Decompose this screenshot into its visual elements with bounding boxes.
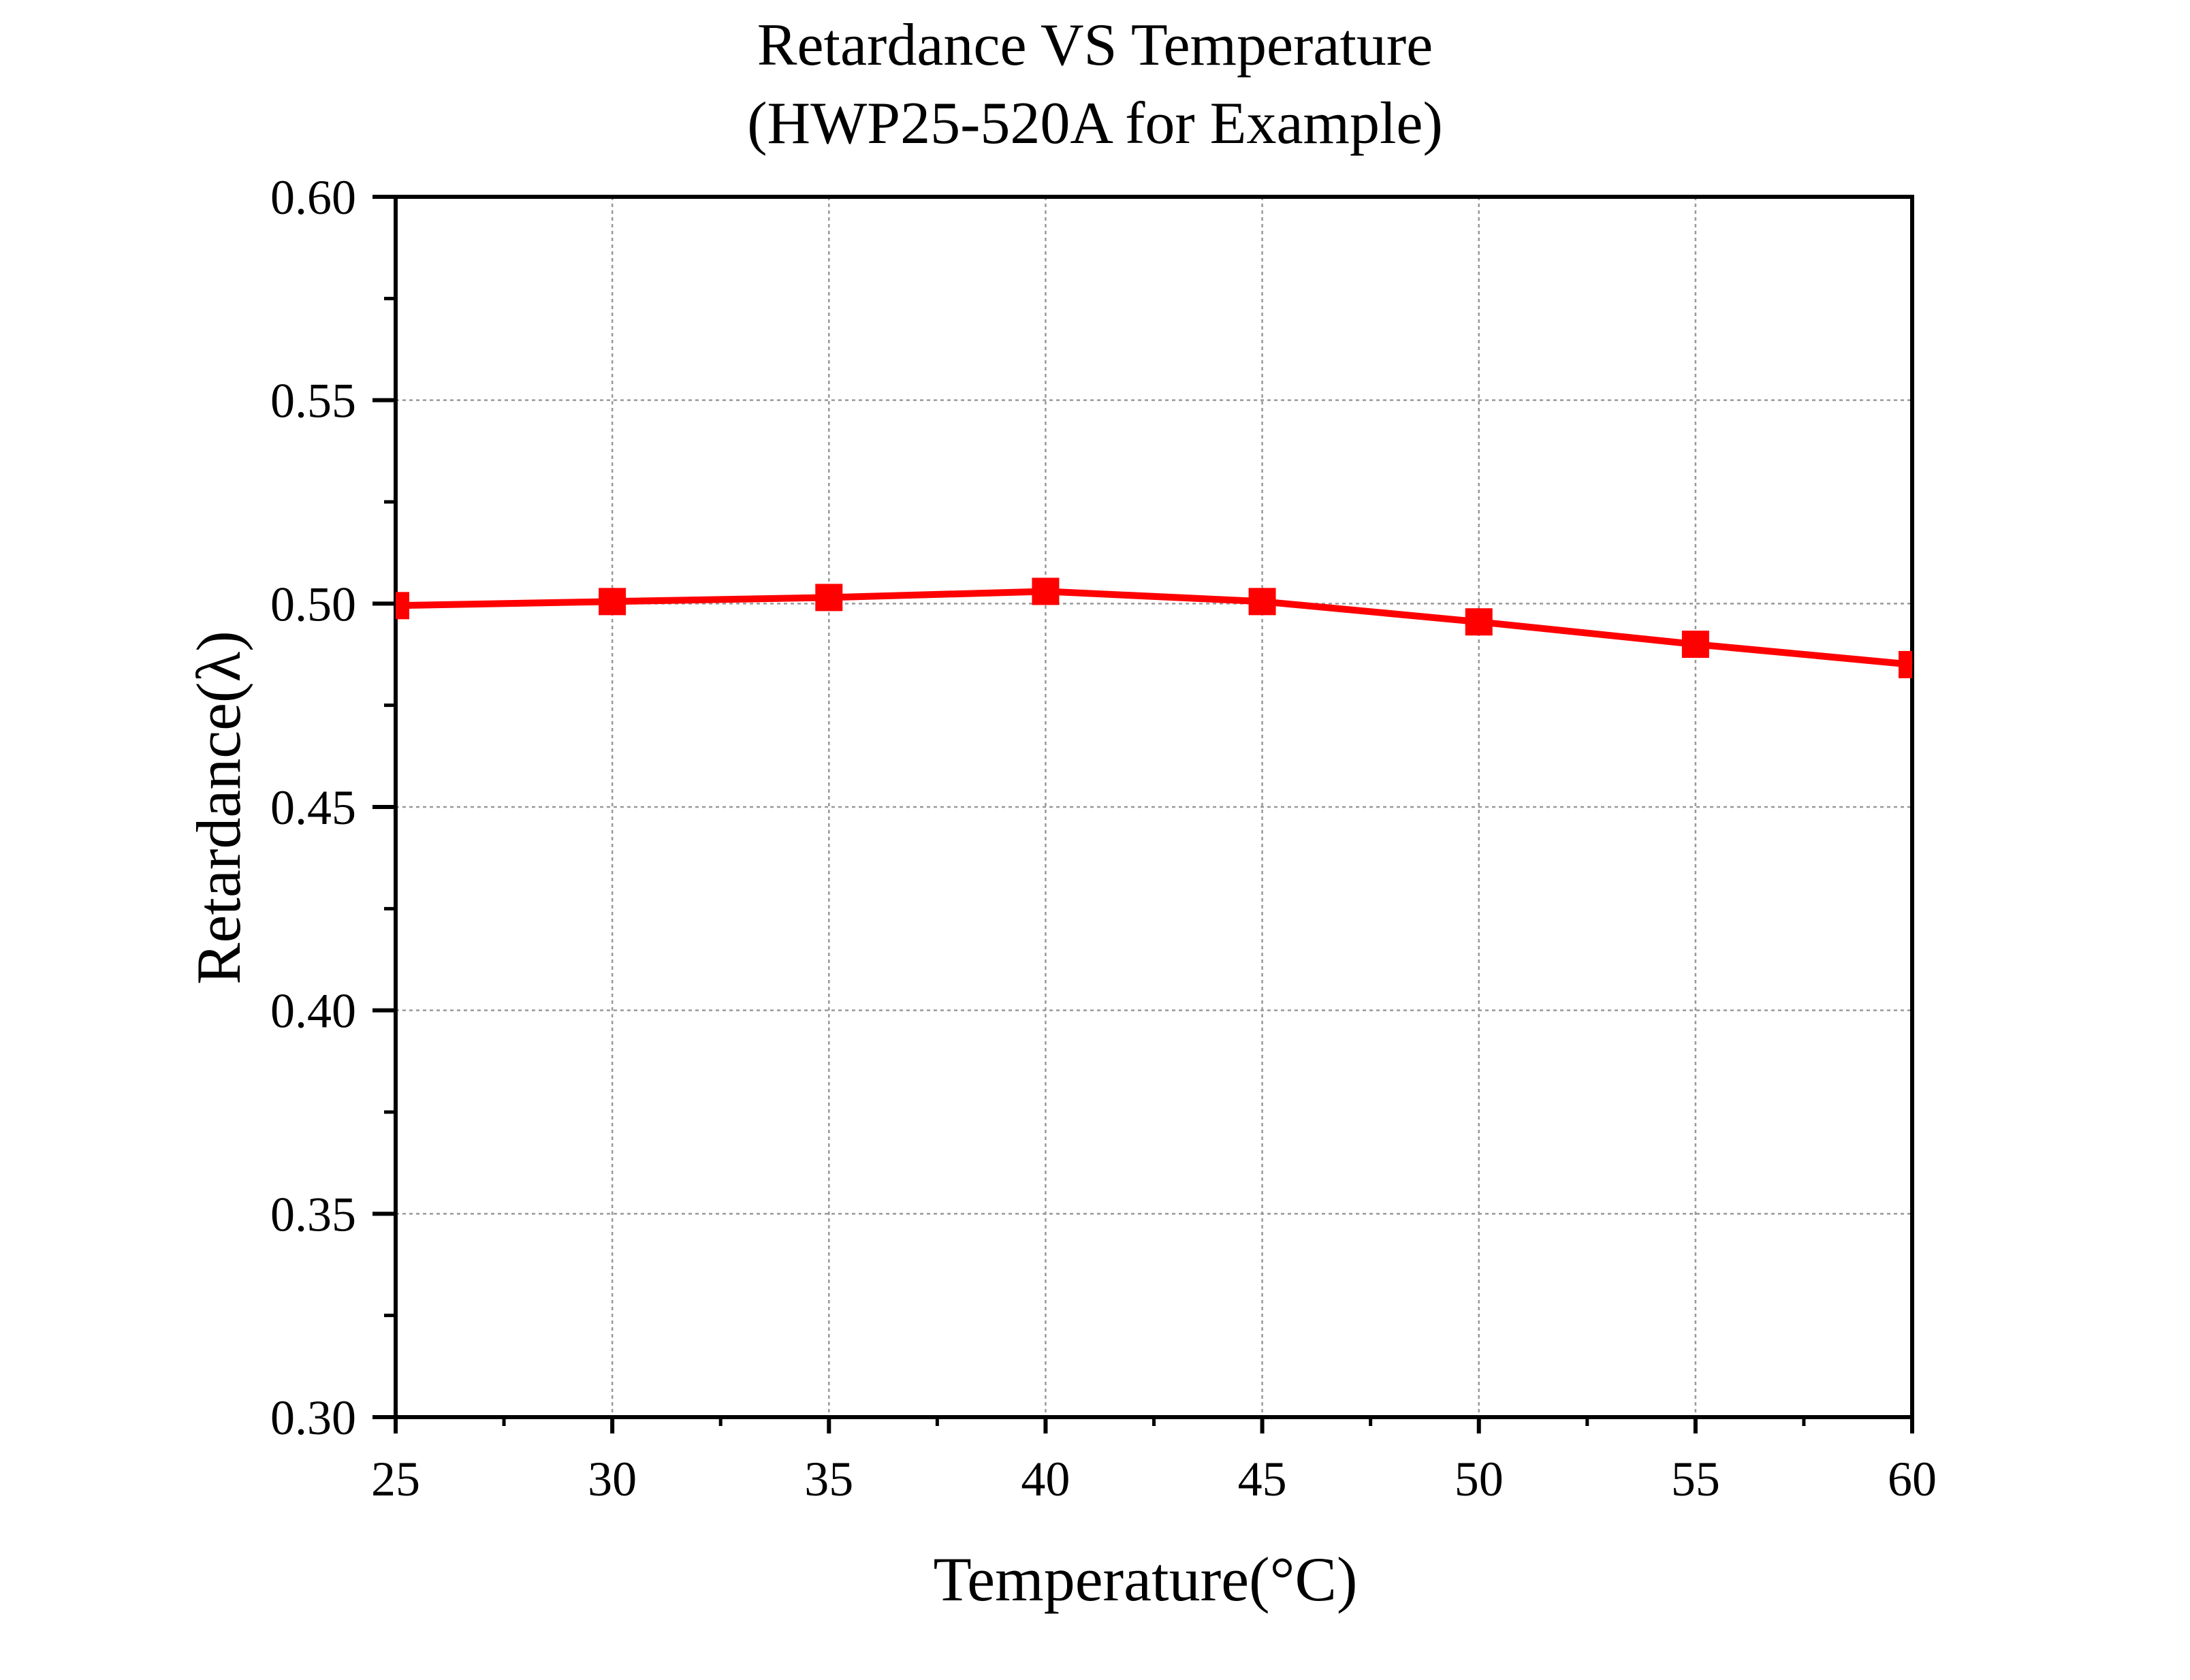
data-point-marker [1465, 608, 1493, 636]
x-tick-label: 25 [371, 1452, 420, 1506]
axes [372, 195, 1914, 1433]
data-point-marker [1248, 588, 1276, 616]
y-tick-label: 0.60 [270, 170, 356, 225]
y-tick-label: 0.45 [270, 780, 356, 835]
x-tick-label: 30 [588, 1452, 637, 1506]
y-tick-label: 0.40 [270, 984, 356, 1039]
data-point-marker [815, 584, 843, 612]
data-point-marker [1899, 650, 1912, 678]
x-tick-labels: 25 30 35 40 45 50 55 60 [371, 1452, 1937, 1506]
x-tick-label: 50 [1455, 1452, 1504, 1506]
chart-subtitle: (HWP25-520A for Example) [747, 91, 1443, 157]
y-tick-label: 0.35 [270, 1187, 356, 1241]
y-tick-label: 0.55 [270, 374, 356, 428]
data-point-marker [396, 592, 409, 620]
data-point-marker [1032, 577, 1060, 605]
data-point-marker [599, 588, 626, 616]
y-axis-title: Retardance(λ) [184, 631, 253, 985]
x-axis-title: Temperature(°C) [934, 1544, 1358, 1614]
y-tick-label: 0.30 [270, 1391, 356, 1445]
y-tick-labels: 0.30 0.35 0.40 0.45 0.50 0.55 0.60 [270, 170, 356, 1445]
series-layer [395, 577, 1913, 678]
x-tick-label: 35 [804, 1452, 853, 1506]
x-tick-label: 40 [1021, 1452, 1070, 1506]
x-tick-label: 60 [1888, 1452, 1937, 1506]
grid-lines [396, 197, 1912, 1417]
chart-title: Retardance VS Temperature [757, 12, 1433, 78]
data-point-marker [1681, 631, 1709, 659]
y-tick-label: 0.50 [270, 577, 356, 631]
x-tick-label: 55 [1671, 1452, 1720, 1506]
x-tick-label: 45 [1238, 1452, 1287, 1506]
series-line [395, 588, 1913, 668]
